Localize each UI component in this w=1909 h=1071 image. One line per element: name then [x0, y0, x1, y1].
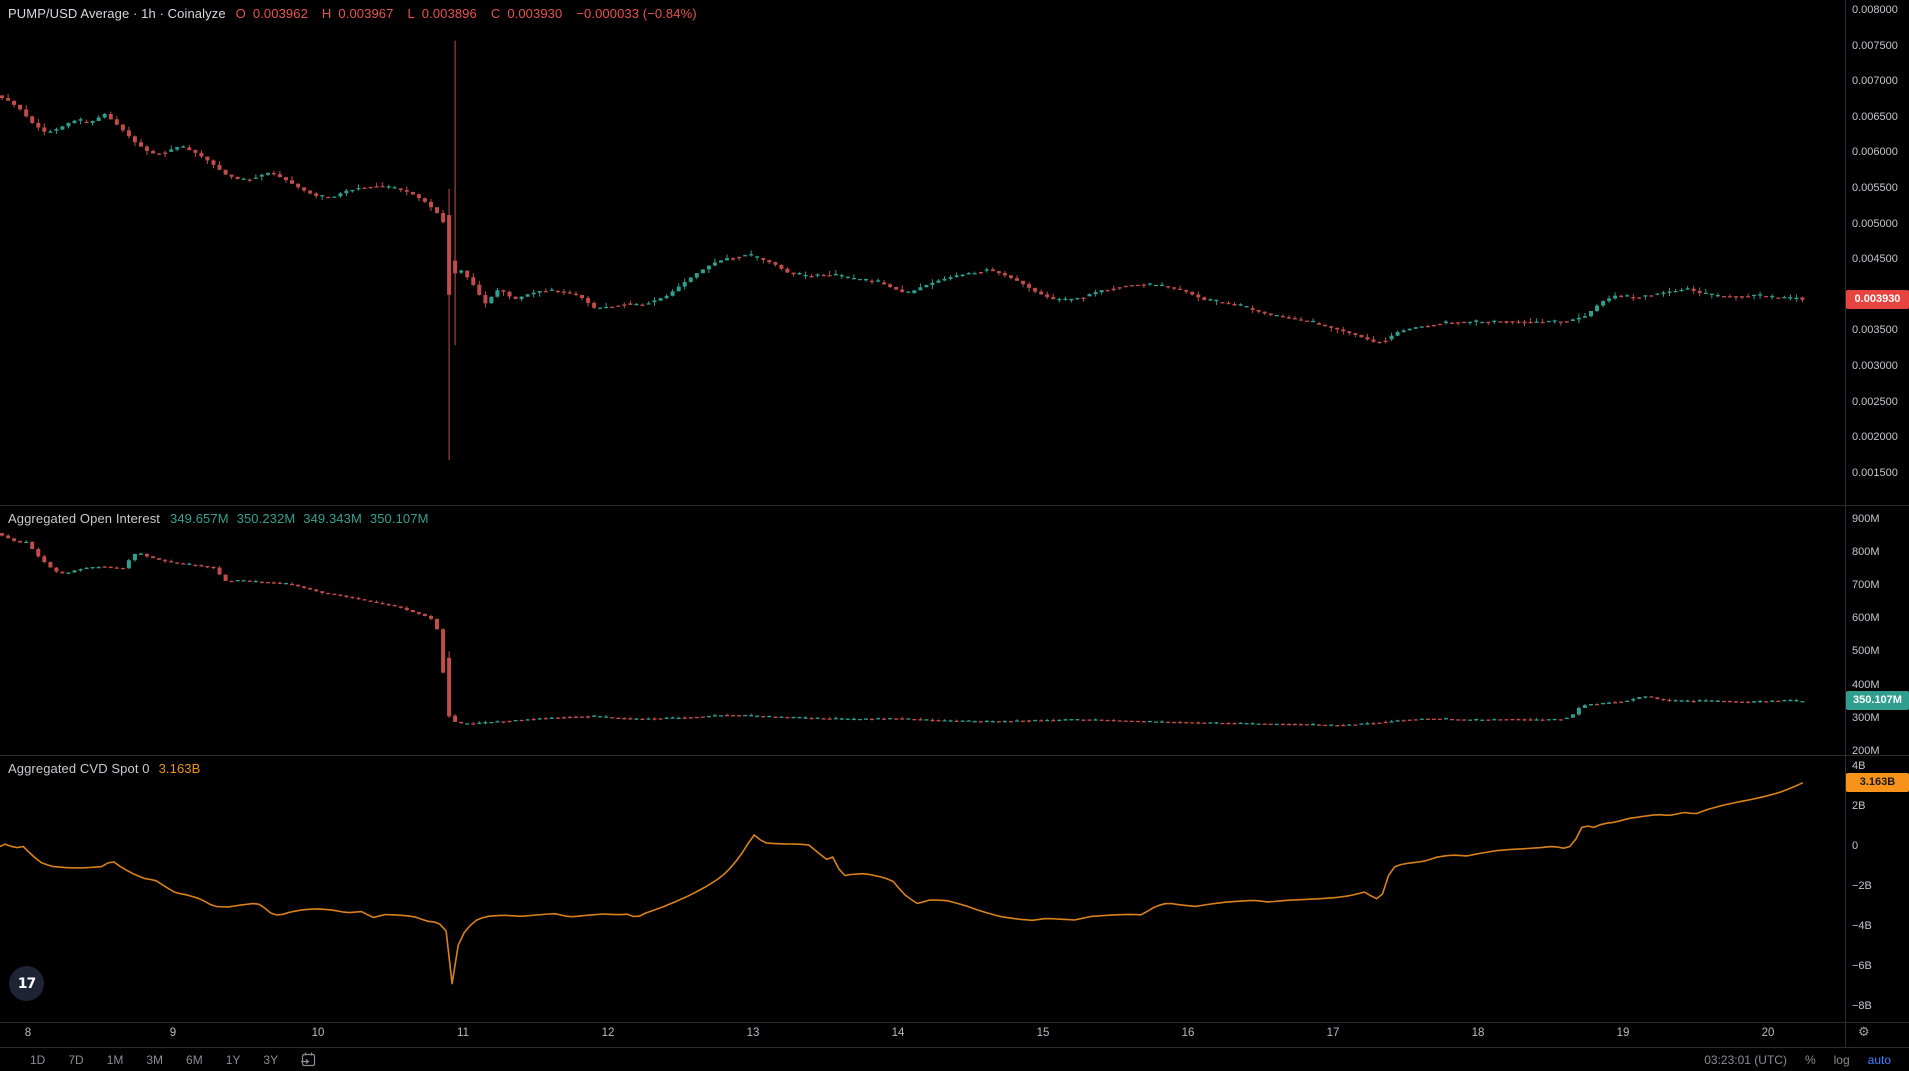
oi-close: 350.107M [369, 511, 429, 526]
time-axis-label: 11 [457, 1027, 469, 1039]
cvd-axis-label: −6B [1852, 960, 1872, 972]
ohlc-close: C 0.003930 [490, 6, 563, 21]
range-button-3y[interactable]: 3Y [263, 1052, 279, 1067]
range-button-1d[interactable]: 1D [30, 1052, 46, 1067]
range-button-1y[interactable]: 1Y [225, 1052, 241, 1067]
time-axis-label: 13 [746, 1027, 760, 1039]
oi-open: 349.657M [170, 511, 229, 526]
cvd-axis-label: 4B [1852, 760, 1866, 772]
cvd-axis-label: −8B [1852, 1000, 1872, 1012]
time-axis-label: 14 [891, 1027, 905, 1039]
cvd-axis-label: −2B [1852, 880, 1872, 892]
time-axis-label: 20 [1761, 1027, 1775, 1039]
cvd-title[interactable]: Aggregated CVD Spot 0 [8, 761, 150, 776]
price-axis-label: 0.004500 [1852, 253, 1898, 265]
cvd-axis-label: 0 [1852, 840, 1859, 852]
time-axis-label: 19 [1616, 1027, 1630, 1039]
log-scale-button[interactable]: log [1833, 1052, 1850, 1067]
time-axis-label: 16 [1181, 1027, 1195, 1039]
symbol-title[interactable]: PUMP/USD Average · 1h · Coinalyze [8, 6, 226, 21]
oi-values: 349.657M 350.232M 349.343M 350.107M [170, 511, 437, 526]
oi-axis-label: 400M [1852, 679, 1880, 691]
time-axis-label: 15 [1036, 1027, 1050, 1039]
oi-title[interactable]: Aggregated Open Interest [8, 511, 161, 526]
oi-last-badge: 350.107M [1846, 691, 1909, 710]
price-axis-label: 0.006500 [1852, 111, 1898, 123]
range-button-7d[interactable]: 7D [68, 1052, 84, 1067]
oi-axis-label: 700M [1852, 579, 1880, 591]
symbol-title-row: PUMP/USD Average · 1h · Coinalyze O 0.0039… [8, 6, 704, 21]
oi-axis-label: 600M [1852, 612, 1880, 624]
settings-gear-icon[interactable]: ⚙ [1858, 1024, 1870, 1039]
oi-axis-label: 800M [1852, 546, 1880, 558]
price-axis-label: 0.005500 [1852, 182, 1898, 194]
ohlc-high: H 0.003967 [321, 6, 394, 21]
price-axis-label: 0.008000 [1852, 4, 1898, 16]
price-axis-label: 0.006000 [1852, 146, 1898, 158]
range-button-3m[interactable]: 3M [146, 1052, 164, 1067]
range-button-6m[interactable]: 6M [186, 1052, 203, 1067]
cvd-title-row: Aggregated CVD Spot 0 3.163B [8, 761, 200, 776]
time-axis-label: 17 [1326, 1027, 1340, 1039]
price-axis-label: 0.001500 [1852, 467, 1898, 479]
price-axis-label: 0.007000 [1852, 75, 1898, 87]
auto-scale-button[interactable]: auto [1867, 1052, 1891, 1067]
toolbar-right-group: 03:23:01 (UTC) % log auto [1686, 1053, 1891, 1067]
price-axis-label: 0.007500 [1852, 40, 1898, 52]
price-axis-label: 0.002500 [1852, 396, 1898, 408]
oi-axis-label: 200M [1852, 745, 1880, 757]
oi-title-row: Aggregated Open Interest 349.657M 350.232M… [8, 511, 437, 526]
price-axis-label: 0.005000 [1852, 218, 1898, 230]
price-axis-label: 0.003000 [1852, 360, 1898, 372]
ohlc-open: O 0.003962 [235, 6, 308, 21]
time-axis-label: 12 [601, 1027, 615, 1039]
cvd-axis-label: 2B [1852, 800, 1866, 812]
clock-utc[interactable]: 03:23:01 (UTC) [1704, 1052, 1787, 1067]
oi-axis-label: 300M [1852, 712, 1880, 724]
price-axis-label: 0.003500 [1852, 324, 1898, 336]
cvd-last-badge: 3.163B [1846, 773, 1909, 792]
change-readout: −0.000033 (−0.84%) [576, 6, 697, 21]
ohlc-readout: O 0.003962 H 0.003967 L 0.003896 C 0.003930 −0.0… [236, 6, 704, 21]
time-axis-label: 18 [1471, 1027, 1485, 1039]
tradingview-logo[interactable]: 17 [9, 966, 44, 1001]
bottom-toolbar: 1D 7D 1M 3M 6M 1Y 3Y 03:23:01 (UTC) % lo… [0, 1048, 1909, 1071]
tradingview-logo-glyph: 17 [17, 975, 37, 992]
percent-scale-button[interactable]: % [1804, 1052, 1816, 1067]
last-price-badge: 0.003930 [1846, 290, 1909, 309]
oi-axis-label: 900M [1852, 513, 1880, 525]
time-axis-label: 9 [169, 1027, 177, 1039]
ohlc-low: L 0.003896 [407, 6, 477, 21]
time-axis-label: 8 [24, 1027, 32, 1039]
range-button-1m[interactable]: 1M [106, 1052, 124, 1067]
oi-high: 350.232M [236, 511, 296, 526]
cvd-axis-label: −4B [1852, 920, 1872, 932]
price-axis-label: 0.002000 [1852, 431, 1898, 443]
cvd-value: 3.163B [158, 761, 201, 776]
oi-low: 349.343M [303, 511, 362, 526]
oi-axis-label: 500M [1852, 645, 1880, 657]
time-axis-label: 10 [311, 1027, 325, 1039]
go-to-date-icon[interactable] [300, 1051, 317, 1068]
